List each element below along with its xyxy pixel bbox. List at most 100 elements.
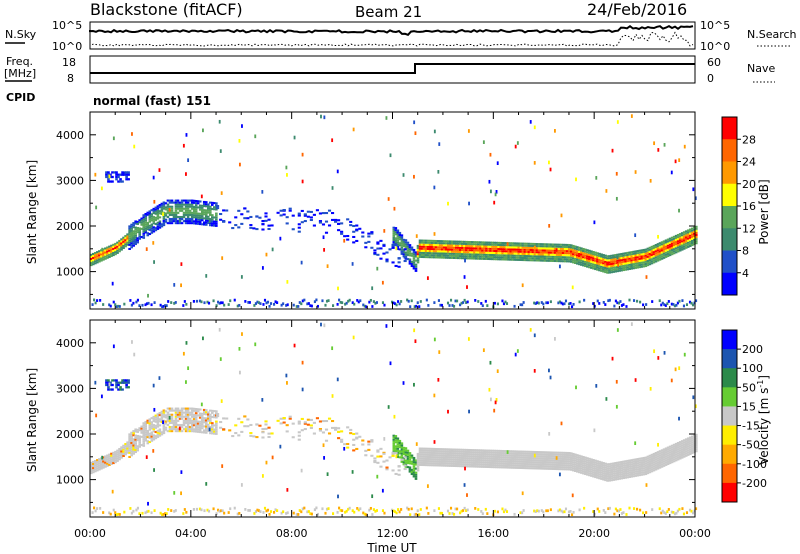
power-cell [596,256,599,259]
velocity-cell [174,407,178,410]
power-cell [170,207,174,210]
velocity-cell [150,511,153,515]
velocity-cell [448,460,452,463]
velocity-cell [630,475,634,478]
power-cell [536,301,539,305]
velocity-cell [594,467,597,470]
velocity-cell [135,508,138,512]
power-cell [467,242,470,246]
power-cell [543,251,547,254]
power-cell [654,246,658,249]
power-cell [298,301,301,304]
velocity-cell [473,457,476,460]
velocity-cell [334,426,338,429]
velocity-cell [551,459,555,462]
power-cell [565,250,569,253]
velocity-cell [588,474,591,477]
velocity-cell [465,509,468,512]
velocity-cell [146,440,150,443]
velocity-cell [618,463,621,466]
velocity-cell [614,476,617,479]
velocity-cell [588,459,591,462]
power-cell [588,253,591,256]
velocity-cell [640,461,644,464]
power-cell [521,259,525,262]
velocity-cell [116,451,119,454]
power-cell [108,249,111,252]
velocity-cell [158,428,162,431]
velocity-cell [150,417,154,420]
power-cell [594,251,597,254]
velocity-cell [471,461,474,464]
power-cell [428,241,432,244]
power-cell [662,250,666,253]
power-cell [680,242,684,245]
power-cell [668,247,672,250]
power-cell [636,252,640,255]
power-cell [678,237,682,240]
power-cell [559,251,563,255]
velocity-cell [457,465,460,468]
velocity-cell [499,456,502,459]
velocity-cell [202,408,206,411]
velocity-cell [370,440,374,443]
power-cell [206,207,210,210]
power-cell [690,237,694,240]
power-cell [690,231,694,234]
power-cell [565,256,569,259]
velocity-cell [666,462,670,466]
velocity-cell [509,464,513,467]
power-cell [168,201,172,204]
velocity-cell [553,461,557,464]
power-cell [292,303,295,307]
velocity-cell [616,509,619,513]
power-cell [402,253,406,256]
power-cell [453,304,456,308]
velocity-cell [110,454,113,457]
power-cell [156,205,160,208]
velocity-cell [361,439,365,442]
power-cell [459,257,462,260]
velocity-cell [630,467,634,470]
velocity-cell [156,435,160,438]
velocity-cell [464,466,466,471]
power-cell [204,217,208,220]
power-cell [426,249,430,253]
velocity-cell [651,508,654,511]
velocity-cell [606,473,609,476]
power-cell [640,257,644,260]
power-cell [102,303,105,306]
velocity-cell [459,465,462,468]
velocity-cell [620,512,623,515]
power-cell [188,218,192,221]
power-cell [132,224,135,227]
velocity-cell [440,452,444,455]
velocity-cell [448,458,452,461]
power-cell [519,244,523,247]
velocity-cell [570,513,574,517]
velocity-cell [156,421,160,424]
power-cell [523,254,527,258]
power-cell [376,247,380,250]
velocity-cell [628,473,632,476]
velocity-cell [446,464,450,467]
power-cell [154,206,158,209]
velocity-cell [467,450,470,454]
velocity-cell [553,337,556,341]
velocity-cell [176,419,180,422]
power-cell [98,260,101,263]
power-cell [642,253,646,256]
power-cell [204,209,208,212]
velocity-cell [646,470,650,473]
power-cell [211,218,214,221]
velocity-cell [551,467,555,470]
velocity-cell [580,471,583,474]
velocity-cell [166,419,170,422]
power-cell [424,251,428,255]
velocity-cell [636,464,640,467]
power-cell [154,216,158,219]
velocity-cell [130,452,133,455]
power-cell [400,250,404,253]
power-cell [541,257,545,260]
power-cell [680,240,684,243]
